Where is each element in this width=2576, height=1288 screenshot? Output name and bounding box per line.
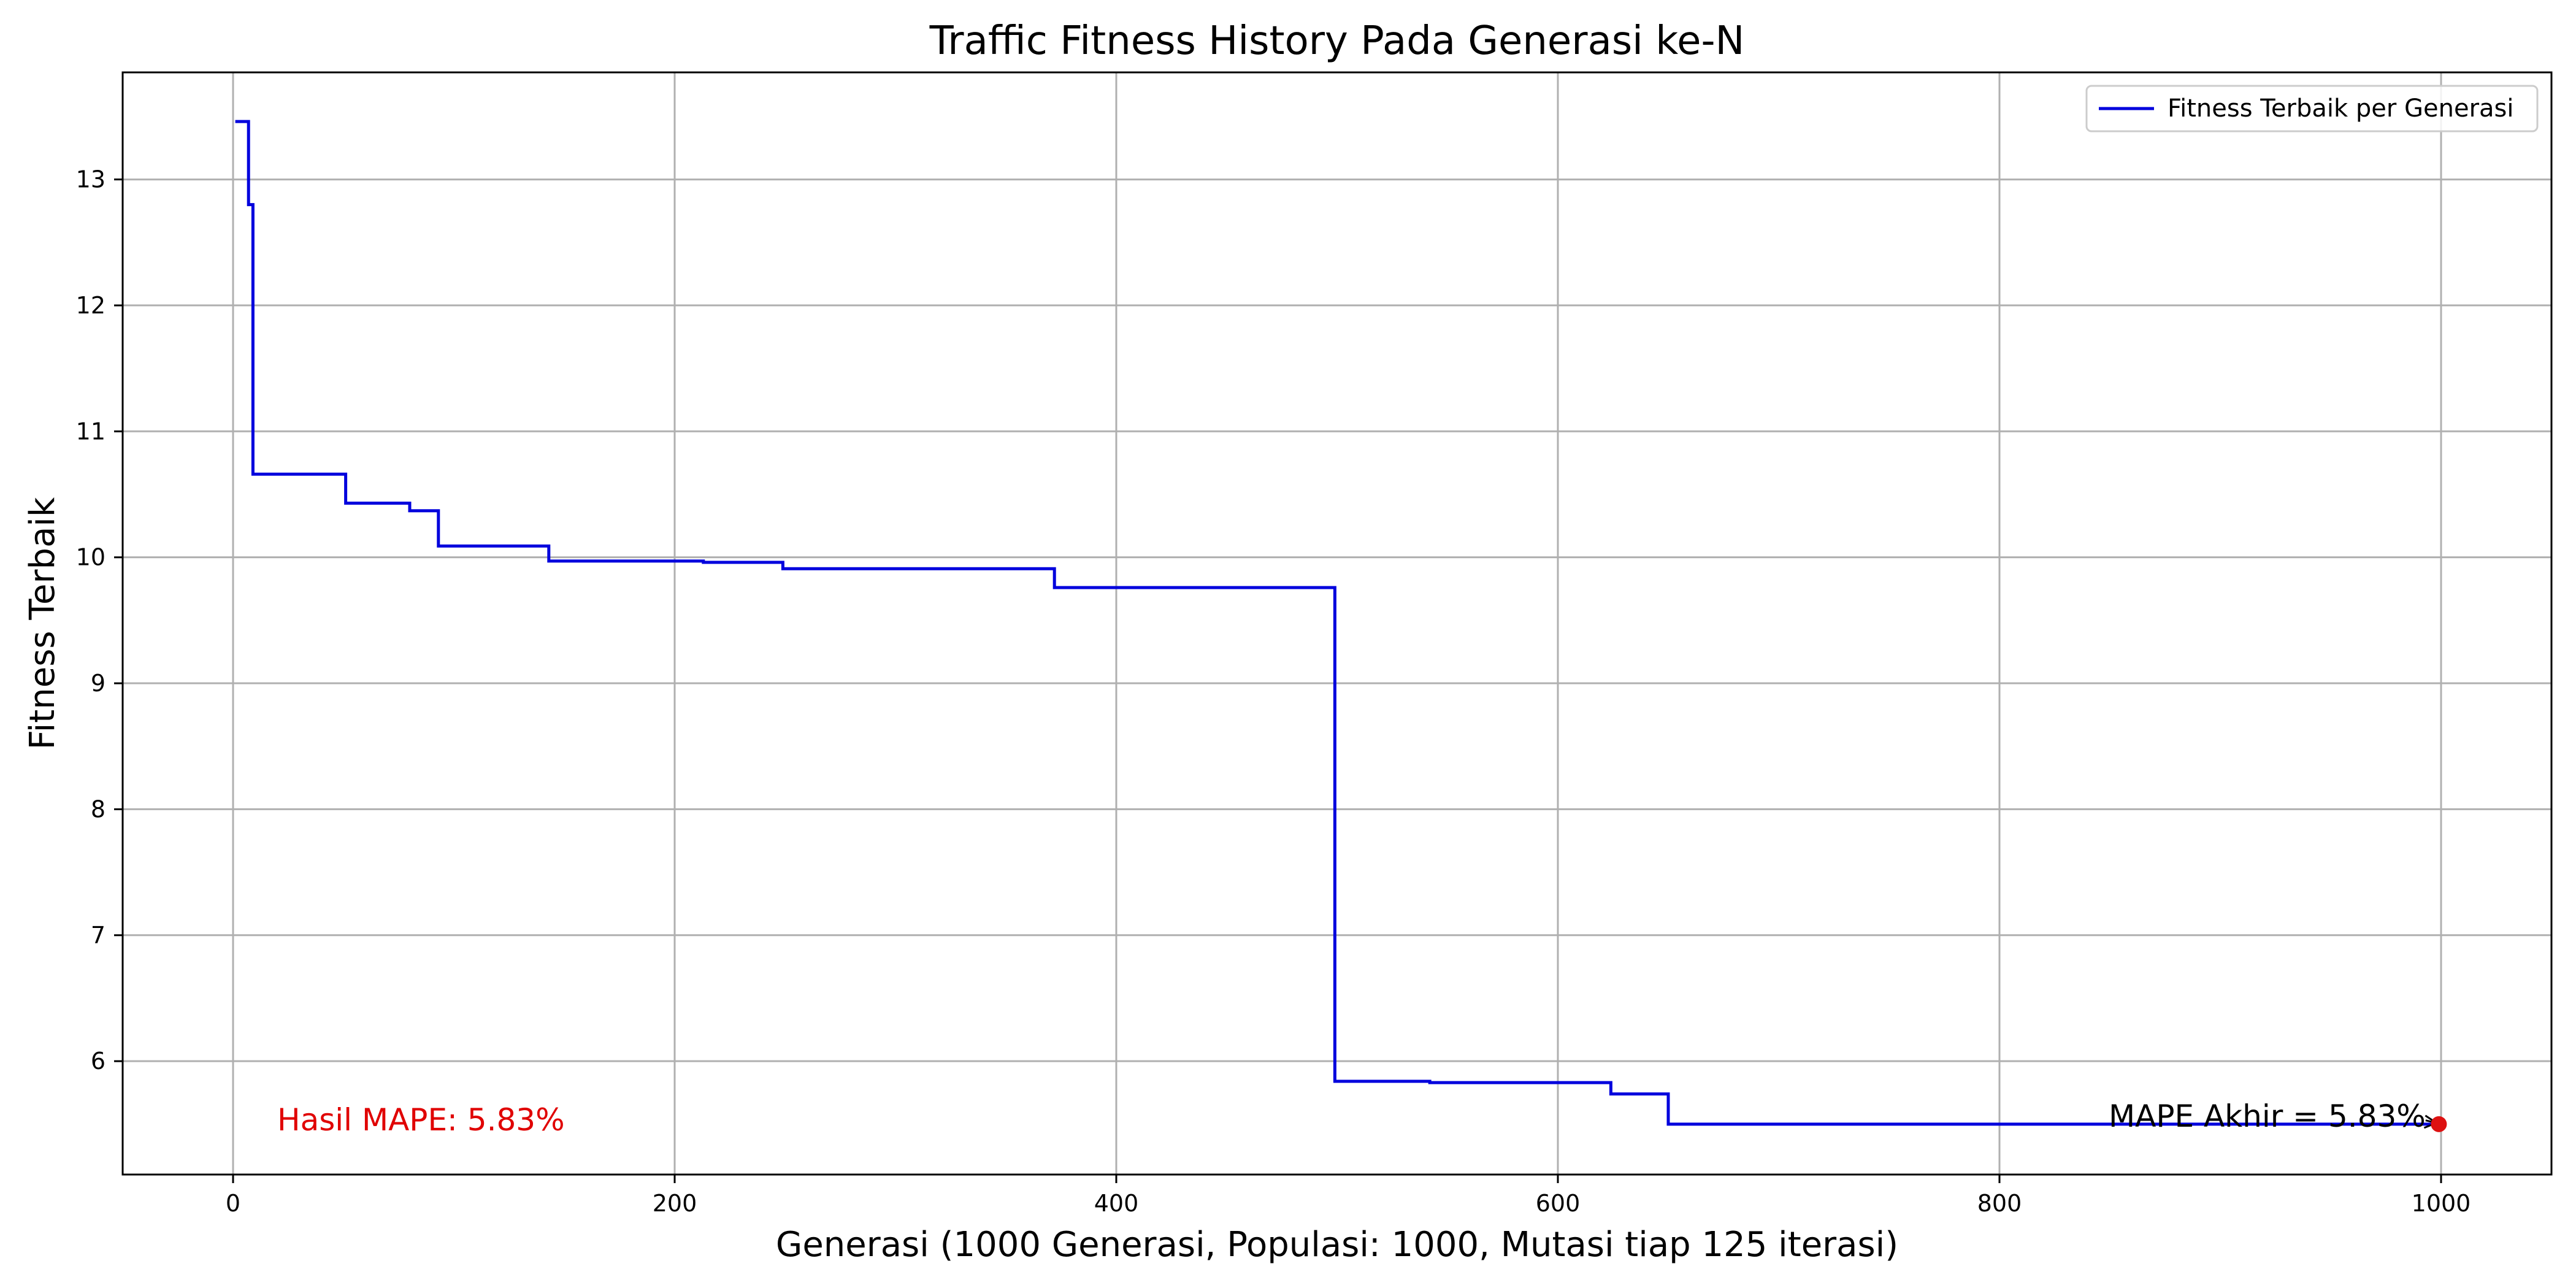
x-tick-label: 0 <box>226 1190 240 1217</box>
final-mape-annotation: MAPE Akhir = 5.83% <box>2109 1098 2426 1134</box>
y-tick-label: 12 <box>76 292 105 319</box>
x-tick-label: 800 <box>1977 1190 2022 1217</box>
fitness-series-line <box>235 120 2439 1126</box>
y-tick-label: 11 <box>76 418 105 445</box>
final-point-marker <box>2431 1116 2447 1132</box>
y-tick-label: 7 <box>91 922 105 949</box>
plot-area <box>235 120 2439 1126</box>
axis-ticks: 0 200 400 600 800 1000 6 7 8 9 10 11 12 13 <box>76 166 2471 1217</box>
y-tick-label: 10 <box>76 544 105 571</box>
x-tick-label: 200 <box>653 1190 697 1217</box>
x-tick-label: 400 <box>1094 1190 1139 1217</box>
legend: Fitness Terbaik per Generasi <box>2085 85 2539 132</box>
x-axis-label: Generasi (1000 Generasi, Populasi: 1000,… <box>776 1225 1898 1265</box>
mape-result-annotation: Hasil MAPE: 5.83% <box>277 1102 565 1138</box>
grid-lines <box>123 72 2551 1175</box>
y-tick-label: 9 <box>91 670 105 697</box>
chart-title: Traffic Fitness History Pada Generasi ke… <box>929 18 1745 64</box>
y-tick-label: 8 <box>91 795 105 822</box>
y-tick-label: 13 <box>76 166 105 193</box>
y-axis-label: Fitness Terbaik <box>23 497 63 749</box>
legend-box <box>2085 85 2539 132</box>
x-tick-label: 1000 <box>2412 1190 2471 1217</box>
plot-frame <box>121 71 2553 1176</box>
legend-entry-label: Fitness Terbaik per Generasi <box>2168 94 2513 123</box>
y-tick-label: 6 <box>91 1048 105 1075</box>
x-tick-label: 600 <box>1536 1190 1581 1217</box>
